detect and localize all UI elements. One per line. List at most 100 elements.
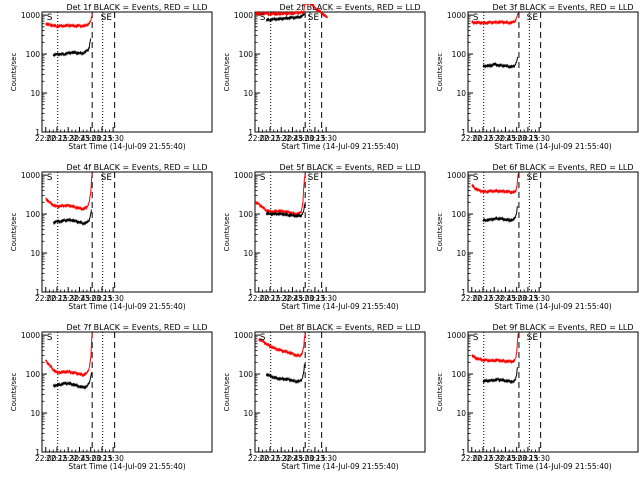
x-tick-label: 22:15: [259, 454, 281, 463]
series-events-line: [265, 364, 305, 384]
y-tick-label: 1000: [234, 11, 253, 20]
y-tick-label: 10: [456, 249, 466, 258]
annotation-se: SE: [308, 173, 320, 183]
series-lld-line: [255, 173, 306, 217]
x-axis-label: Start Time (14-Jul-09 21:55:40): [494, 302, 611, 311]
y-tick-label: 1000: [447, 11, 466, 20]
y-axis-label: Counts/sec: [223, 53, 231, 92]
y-tick-label: 1000: [234, 331, 253, 340]
chart-title: Det 8f BLACK = Events, RED = LLD: [279, 323, 420, 332]
plot-frame: [467, 11, 639, 133]
x-tick-label: 23:30: [528, 454, 550, 463]
x-tick-label: 23:30: [528, 294, 550, 303]
x-tick-label: 23:00: [506, 134, 528, 143]
y-tick-label: 100: [452, 50, 467, 59]
x-tick-label: 23:30: [102, 134, 124, 143]
x-tick-label: 22:00: [248, 134, 270, 143]
x-tick-label: 22:15: [46, 294, 68, 303]
x-tick-label: 23:00: [80, 134, 102, 143]
series-events-line: [265, 204, 305, 219]
chart-panel-4: Det 4f BLACK = Events, RED = LLD 1 10 100 10…: [10, 163, 213, 311]
y-tick-label: 10: [456, 409, 466, 418]
annotation-s: S: [260, 333, 266, 343]
y-tick-label: 10: [243, 249, 253, 258]
x-tick-label: 22:00: [35, 454, 57, 463]
y-axis-label: Counts/sec: [10, 53, 18, 92]
annotation-se: SE: [308, 13, 320, 23]
series-events-line: [482, 56, 518, 70]
chart-panel-1: Det 1f BLACK = Events, RED = LLD 1 10 100 10…: [10, 3, 213, 151]
x-tick-label: 23:30: [528, 134, 550, 143]
x-tick-label: 22:15: [259, 294, 281, 303]
chart-panel-2: Det 2f BLACK = Events, RED = LLD 1 10 100 10…: [223, 3, 426, 151]
y-axis-label: Counts/sec: [10, 213, 18, 252]
x-tick-label: 22:45: [69, 454, 91, 463]
x-tick-label: 22:30: [57, 294, 79, 303]
y-tick-label: 1: [461, 448, 466, 457]
y-tick-label: 10: [243, 89, 253, 98]
x-axis-label: Start Time (14-Jul-09 21:55:40): [68, 142, 185, 151]
y-axis-label: Counts/sec: [10, 373, 18, 412]
x-tick-label: 22:45: [495, 454, 517, 463]
chart-title: Det 5f BLACK = Events, RED = LLD: [279, 163, 420, 172]
y-tick-label: 1000: [447, 331, 466, 340]
x-tick-label: 23:15: [91, 294, 113, 303]
chart-title: Det 2f BLACK = Events, RED = LLD: [279, 3, 420, 12]
x-axis-label: Start Time (14-Jul-09 21:55:40): [494, 142, 611, 151]
x-tick-label: 22:15: [472, 454, 494, 463]
y-tick-label: 100: [26, 50, 41, 59]
series-events-line: [52, 38, 92, 58]
series-group: [471, 173, 519, 223]
y-axis-label: Counts/sec: [436, 373, 444, 412]
annotation-s: S: [47, 333, 53, 343]
chart-title: Det 7f BLACK = Events, RED = LLD: [66, 323, 207, 332]
x-tick-label: 22:30: [483, 134, 505, 143]
y-tick-label: 1000: [21, 171, 40, 180]
series-lld-line: [45, 14, 93, 29]
y-tick-label: 10: [30, 89, 40, 98]
x-tick-label: 23:15: [517, 294, 539, 303]
x-tick-label: 23:15: [517, 454, 539, 463]
y-tick-label: 100: [239, 370, 254, 379]
series-lld-line: [471, 12, 519, 26]
y-tick-label: 1000: [21, 331, 40, 340]
series-lld-line: [471, 173, 519, 195]
x-tick-label: 23:30: [315, 134, 337, 143]
y-tick-label: 10: [30, 409, 40, 418]
y-tick-label: 100: [26, 210, 41, 219]
annotation-se: SE: [527, 173, 539, 183]
series-group: [471, 12, 519, 70]
x-tick-label: 22:45: [282, 294, 304, 303]
series-events-line: [52, 372, 92, 390]
plot-frame: [254, 11, 426, 133]
y-tick-label: 10: [456, 89, 466, 98]
y-axis-label: Counts/sec: [436, 213, 444, 252]
annotation-se: SE: [101, 173, 113, 183]
series-group: [45, 333, 93, 390]
x-tick-label: 22:30: [270, 454, 292, 463]
x-tick-label: 23:15: [517, 134, 539, 143]
y-tick-label: 1: [248, 288, 253, 297]
y-tick-label: 100: [452, 370, 467, 379]
x-tick-label: 22:15: [46, 454, 68, 463]
plot-frame: [254, 331, 426, 453]
x-tick-label: 22:00: [248, 454, 270, 463]
series-lld-line: [45, 333, 93, 378]
x-tick-label: 23:15: [304, 454, 326, 463]
annotation-se: SE: [527, 13, 539, 23]
y-tick-label: 1: [461, 128, 466, 137]
y-tick-label: 10: [30, 249, 40, 258]
plot-frame: [254, 171, 426, 293]
chart-title: Det 4f BLACK = Events, RED = LLD: [66, 163, 207, 172]
x-tick-label: 22:45: [282, 454, 304, 463]
x-tick-label: 23:15: [304, 134, 326, 143]
series-lld-line: [255, 4, 328, 19]
y-tick-label: 100: [239, 210, 254, 219]
x-tick-label: 23:30: [102, 294, 124, 303]
x-tick-label: 22:15: [46, 134, 68, 143]
x-tick-label: 23:15: [91, 134, 113, 143]
series-events-line: [482, 206, 518, 223]
y-axis-label: Counts/sec: [223, 213, 231, 252]
series-group: [255, 173, 306, 219]
